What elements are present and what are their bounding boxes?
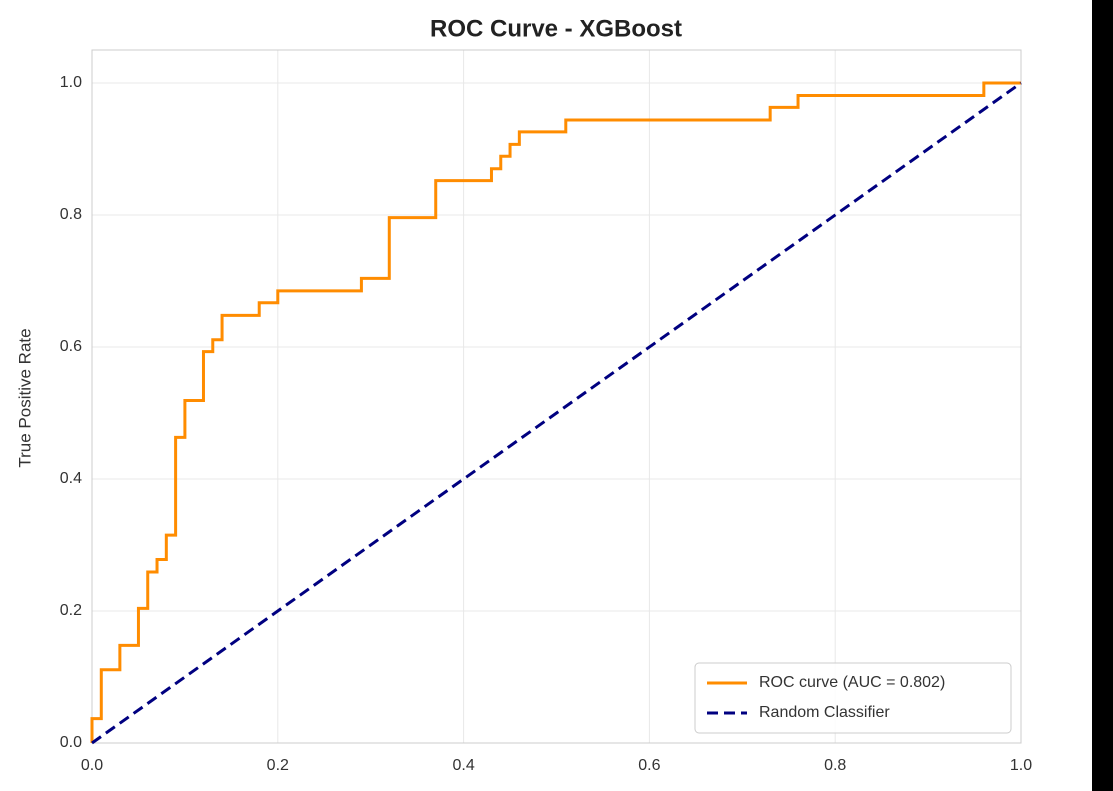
chart-title: ROC Curve - XGBoost bbox=[430, 15, 682, 42]
legend-label: ROC curve (AUC = 0.802) bbox=[759, 674, 945, 691]
x-tick-label: 1.0 bbox=[1010, 757, 1032, 774]
y-tick-label: 0.6 bbox=[60, 338, 82, 355]
legend-box bbox=[694, 662, 1012, 734]
y-tick-label: 0.8 bbox=[60, 206, 82, 223]
x-tick-label: 0.6 bbox=[638, 757, 660, 774]
series-line bbox=[90, 81, 1021, 743]
y-tick-label: 0.0 bbox=[60, 734, 82, 751]
legend-label: Random Classifier bbox=[759, 704, 890, 721]
series-line bbox=[91, 81, 1022, 745]
y-tick-label: 1.0 bbox=[60, 74, 82, 91]
x-tick-label: 0.8 bbox=[824, 757, 846, 774]
x-tick-label: 0.0 bbox=[81, 757, 103, 774]
plot-frame bbox=[91, 49, 1022, 744]
y-axis-label: True Positive Rate bbox=[15, 328, 34, 467]
x-tick-label: 0.2 bbox=[267, 757, 289, 774]
y-tick-label: 0.2 bbox=[60, 602, 82, 619]
y-tick-label: 0.4 bbox=[60, 470, 82, 487]
x-tick-label: 0.4 bbox=[452, 757, 474, 774]
